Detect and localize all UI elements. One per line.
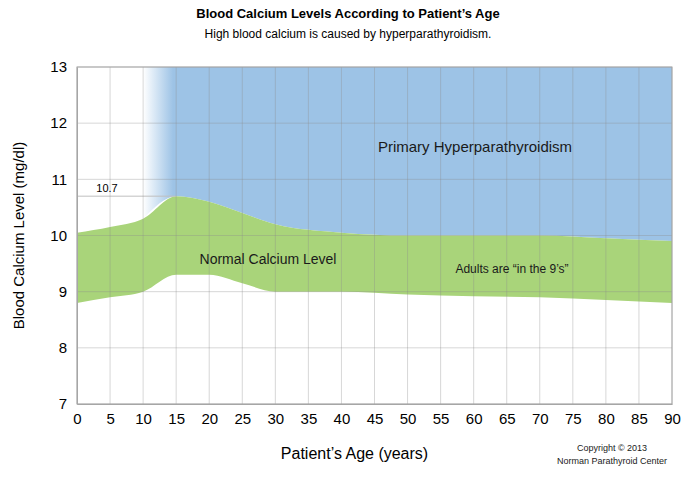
x-tick: 30 (267, 404, 284, 427)
x-tick-label: 75 (565, 410, 582, 427)
x-tick: 75 (565, 404, 582, 427)
x-tick: 45 (367, 404, 384, 427)
x-tick-label: 70 (532, 410, 549, 427)
x-tick-label: 0 (73, 410, 81, 427)
y-tick: 13 (50, 58, 77, 75)
x-tick: 40 (334, 404, 351, 427)
annotation: Copyright © 2013 (577, 443, 647, 453)
x-tick: 85 (631, 404, 648, 427)
x-tick-label: 50 (400, 410, 417, 427)
x-tick: 55 (433, 404, 450, 427)
x-tick: 20 (201, 404, 218, 427)
reference-line (77, 196, 176, 197)
annotation: Adults are “in the 9’s” (455, 262, 568, 276)
annotation: 10.7 (96, 182, 117, 194)
x-axis: 0 5 10 15 20 25 30 35 40 45 50 55 60 65 70 75 80 85 90 (73, 404, 681, 427)
x-tick: 5 (106, 404, 114, 427)
y-tick-label: 11 (51, 171, 67, 188)
y-tick: 12 (50, 114, 77, 131)
y-axis-line (77, 68, 78, 405)
x-tick-label: 90 (664, 410, 681, 427)
region-label: Primary Hyperparathyroidism (378, 138, 572, 155)
title: Blood Calcium Levels According to Patien… (196, 6, 499, 21)
y-tick-label: 7 (59, 395, 67, 412)
x-tick: 65 (499, 404, 516, 427)
x-tick: 60 (466, 404, 483, 427)
x-tick: 50 (400, 404, 417, 427)
x-tick-label: 5 (106, 410, 114, 427)
x-tick-label: 35 (301, 410, 318, 427)
y-tick: 9 (59, 283, 77, 300)
grid (77, 67, 672, 404)
y-axis: 7 8 9 10 11 12 13 (50, 58, 77, 412)
x-tick: 0 (73, 404, 81, 427)
x-tick-label: 45 (367, 410, 384, 427)
y-tick-label: 9 (59, 283, 67, 300)
x-tick-label: 25 (234, 410, 251, 427)
x-tick-label: 30 (267, 410, 284, 427)
x-tick-label: 15 (168, 410, 185, 427)
x-tick-label: 20 (201, 410, 218, 427)
x-tick-label: 10 (135, 410, 152, 427)
x-tick: 25 (234, 404, 251, 427)
y-tick: 11 (51, 171, 77, 188)
x-axis-title: Patient’s Age (years) (281, 445, 428, 462)
grid-line (77, 235, 672, 236)
x-tick-label: 60 (466, 410, 483, 427)
y-tick-label: 13 (50, 58, 67, 75)
y-axis-title: Blood Calcium Level (mg/dl) (10, 142, 27, 330)
x-tick-label: 55 (433, 410, 450, 427)
chart-svg: Blood Calcium Levels According to Patien… (0, 0, 696, 477)
x-tick-label: 85 (631, 410, 648, 427)
grid-line (77, 123, 672, 124)
annotation: Norman Parathyroid Center (557, 456, 667, 466)
y-tick: 10 (50, 227, 77, 244)
x-tick: 90 (664, 404, 681, 427)
x-tick-label: 40 (334, 410, 351, 427)
grid-line (77, 347, 672, 348)
x-tick: 70 (532, 404, 549, 427)
x-tick: 35 (301, 404, 318, 427)
x-tick: 15 (168, 404, 185, 427)
x-tick: 10 (135, 404, 152, 427)
x-tick-label: 80 (598, 410, 615, 427)
plot-frame (77, 67, 672, 404)
y-tick-label: 12 (50, 114, 67, 131)
y-tick-label: 8 (59, 339, 67, 356)
x-tick: 80 (598, 404, 615, 427)
grid-line (77, 179, 672, 180)
x-axis-line (78, 404, 673, 405)
y-tick: 7 (59, 395, 77, 412)
y-tick: 8 (59, 339, 77, 356)
region-label: Normal Calcium Level (200, 251, 337, 267)
x-tick-label: 65 (499, 410, 516, 427)
subtitle: High blood calcium is caused by hyperpar… (205, 27, 492, 41)
grid-line (77, 291, 672, 292)
y-tick-label: 10 (50, 227, 67, 244)
